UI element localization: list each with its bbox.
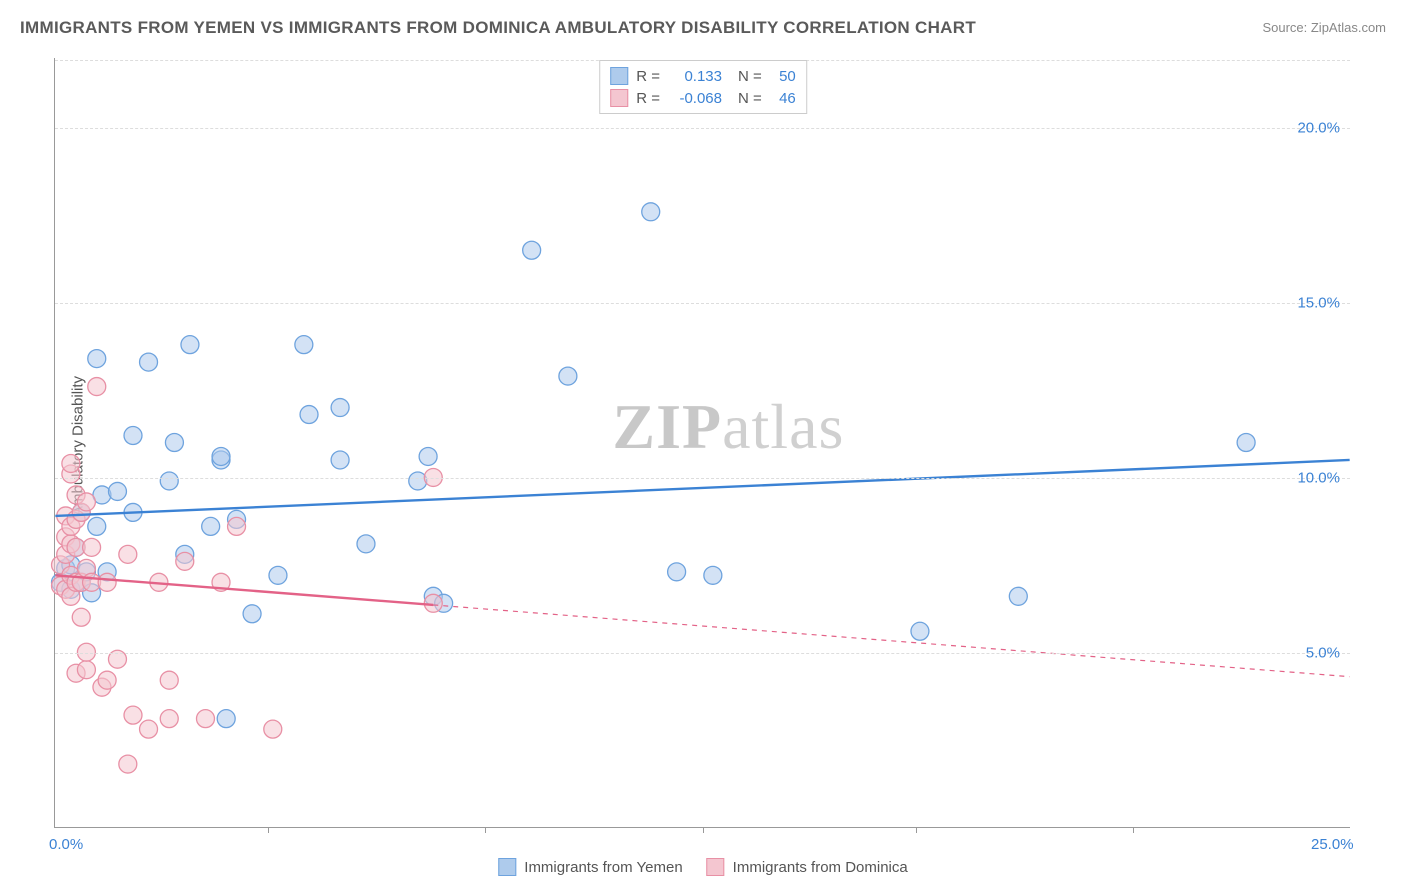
trend-line-dashed <box>433 605 1349 677</box>
data-point <box>119 755 137 773</box>
xtick <box>703 827 704 833</box>
series-legend-label: Immigrants from Dominica <box>733 859 908 876</box>
data-point <box>911 622 929 640</box>
data-point <box>419 447 437 465</box>
data-point <box>212 447 230 465</box>
data-point <box>88 378 106 396</box>
data-point <box>704 566 722 584</box>
data-point <box>181 336 199 354</box>
legend-r-value: 0.133 <box>668 68 722 85</box>
legend-swatch <box>610 89 628 107</box>
data-point <box>140 720 158 738</box>
legend-swatch <box>498 858 516 876</box>
data-point <box>300 406 318 424</box>
data-point <box>83 538 101 556</box>
gridline <box>55 653 1350 654</box>
data-point <box>98 671 116 689</box>
legend-n-label: N = <box>738 90 762 107</box>
xtick <box>1133 827 1134 833</box>
data-point <box>243 605 261 623</box>
correlation-legend: R = 0.133 N = 50 R = -0.068 N = 46 <box>599 60 807 114</box>
ytick-label: 5.0% <box>1306 645 1340 662</box>
gridline <box>55 128 1350 129</box>
data-point <box>176 552 194 570</box>
data-point <box>77 493 95 511</box>
legend-swatch <box>610 67 628 85</box>
data-point <box>88 350 106 368</box>
data-point <box>140 353 158 371</box>
gridline <box>55 478 1350 479</box>
legend-n-label: N = <box>738 68 762 85</box>
data-point <box>264 720 282 738</box>
data-point <box>357 535 375 553</box>
gridline <box>55 303 1350 304</box>
xtick <box>485 827 486 833</box>
data-point <box>62 454 80 472</box>
data-point <box>269 566 287 584</box>
xtick <box>268 827 269 833</box>
series-legend-item: Immigrants from Yemen <box>498 858 682 876</box>
series-legend-item: Immigrants from Dominica <box>707 858 908 876</box>
xtick-label: 0.0% <box>49 836 83 853</box>
legend-r-label: R = <box>636 90 660 107</box>
data-point <box>642 203 660 221</box>
xtick-label: 25.0% <box>1311 836 1354 853</box>
legend-swatch <box>707 858 725 876</box>
data-point <box>331 399 349 417</box>
data-point <box>409 472 427 490</box>
data-point <box>124 706 142 724</box>
legend-n-value: 46 <box>770 90 796 107</box>
data-point <box>165 434 183 452</box>
legend-row: R = 0.133 N = 50 <box>610 65 796 87</box>
data-point <box>98 573 116 591</box>
ytick-label: 20.0% <box>1297 120 1340 137</box>
ytick-label: 15.0% <box>1297 295 1340 312</box>
data-point <box>228 517 246 535</box>
xtick <box>916 827 917 833</box>
data-point <box>88 517 106 535</box>
data-point <box>196 710 214 728</box>
legend-r-value: -0.068 <box>668 90 722 107</box>
chart-plot-area: ZIPatlas 5.0%10.0%15.0%20.0%0.0%25.0% <box>54 58 1350 828</box>
data-point <box>72 608 90 626</box>
legend-n-value: 50 <box>770 68 796 85</box>
data-point <box>160 671 178 689</box>
legend-row: R = -0.068 N = 46 <box>610 87 796 109</box>
data-point <box>77 661 95 679</box>
data-point <box>1009 587 1027 605</box>
chart-title: IMMIGRANTS FROM YEMEN VS IMMIGRANTS FROM… <box>20 18 976 38</box>
data-point <box>523 241 541 259</box>
data-point <box>202 517 220 535</box>
series-legend-label: Immigrants from Yemen <box>524 859 682 876</box>
data-point <box>217 710 235 728</box>
data-point <box>1237 434 1255 452</box>
source-attribution: Source: ZipAtlas.com <box>1262 20 1386 35</box>
data-point <box>160 710 178 728</box>
data-point <box>668 563 686 581</box>
data-point <box>108 482 126 500</box>
data-point <box>295 336 313 354</box>
data-point <box>124 427 142 445</box>
trend-line <box>55 460 1349 516</box>
series-legend: Immigrants from Yemen Immigrants from Dom… <box>498 858 907 876</box>
scatter-svg <box>55 58 1350 827</box>
ytick-label: 10.0% <box>1297 470 1340 487</box>
data-point <box>119 545 137 563</box>
legend-r-label: R = <box>636 68 660 85</box>
data-point <box>559 367 577 385</box>
data-point <box>160 472 178 490</box>
data-point <box>331 451 349 469</box>
